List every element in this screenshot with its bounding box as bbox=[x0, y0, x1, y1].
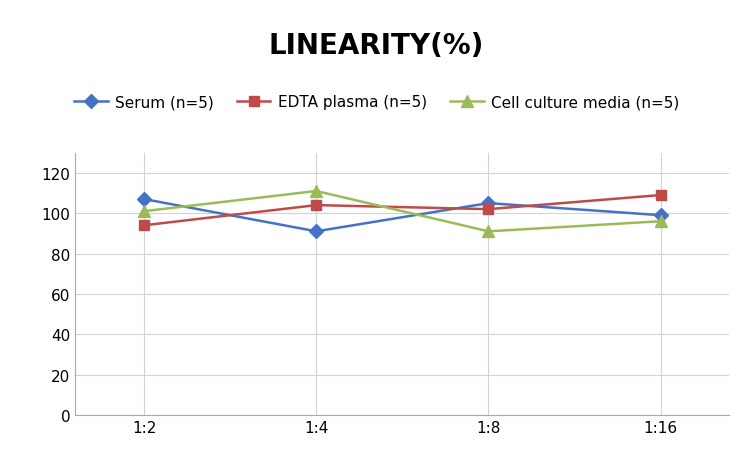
Serum (n=5) bbox=[140, 197, 149, 202]
Cell culture media (n=5) bbox=[312, 189, 321, 194]
EDTA plasma (n=5) bbox=[484, 207, 493, 212]
Line: EDTA plasma (n=5): EDTA plasma (n=5) bbox=[139, 191, 666, 230]
EDTA plasma (n=5) bbox=[312, 203, 321, 208]
Legend: Serum (n=5), EDTA plasma (n=5), Cell culture media (n=5): Serum (n=5), EDTA plasma (n=5), Cell cul… bbox=[68, 89, 686, 116]
EDTA plasma (n=5) bbox=[656, 193, 665, 198]
Cell culture media (n=5) bbox=[140, 209, 149, 214]
Line: Serum (n=5): Serum (n=5) bbox=[139, 195, 666, 237]
Line: Cell culture media (n=5): Cell culture media (n=5) bbox=[138, 186, 666, 237]
Serum (n=5) bbox=[656, 213, 665, 218]
Cell culture media (n=5) bbox=[484, 229, 493, 235]
Serum (n=5) bbox=[312, 229, 321, 235]
Serum (n=5) bbox=[484, 201, 493, 207]
Cell culture media (n=5) bbox=[656, 219, 665, 225]
EDTA plasma (n=5) bbox=[140, 223, 149, 229]
Text: LINEARITY(%): LINEARITY(%) bbox=[268, 32, 484, 60]
